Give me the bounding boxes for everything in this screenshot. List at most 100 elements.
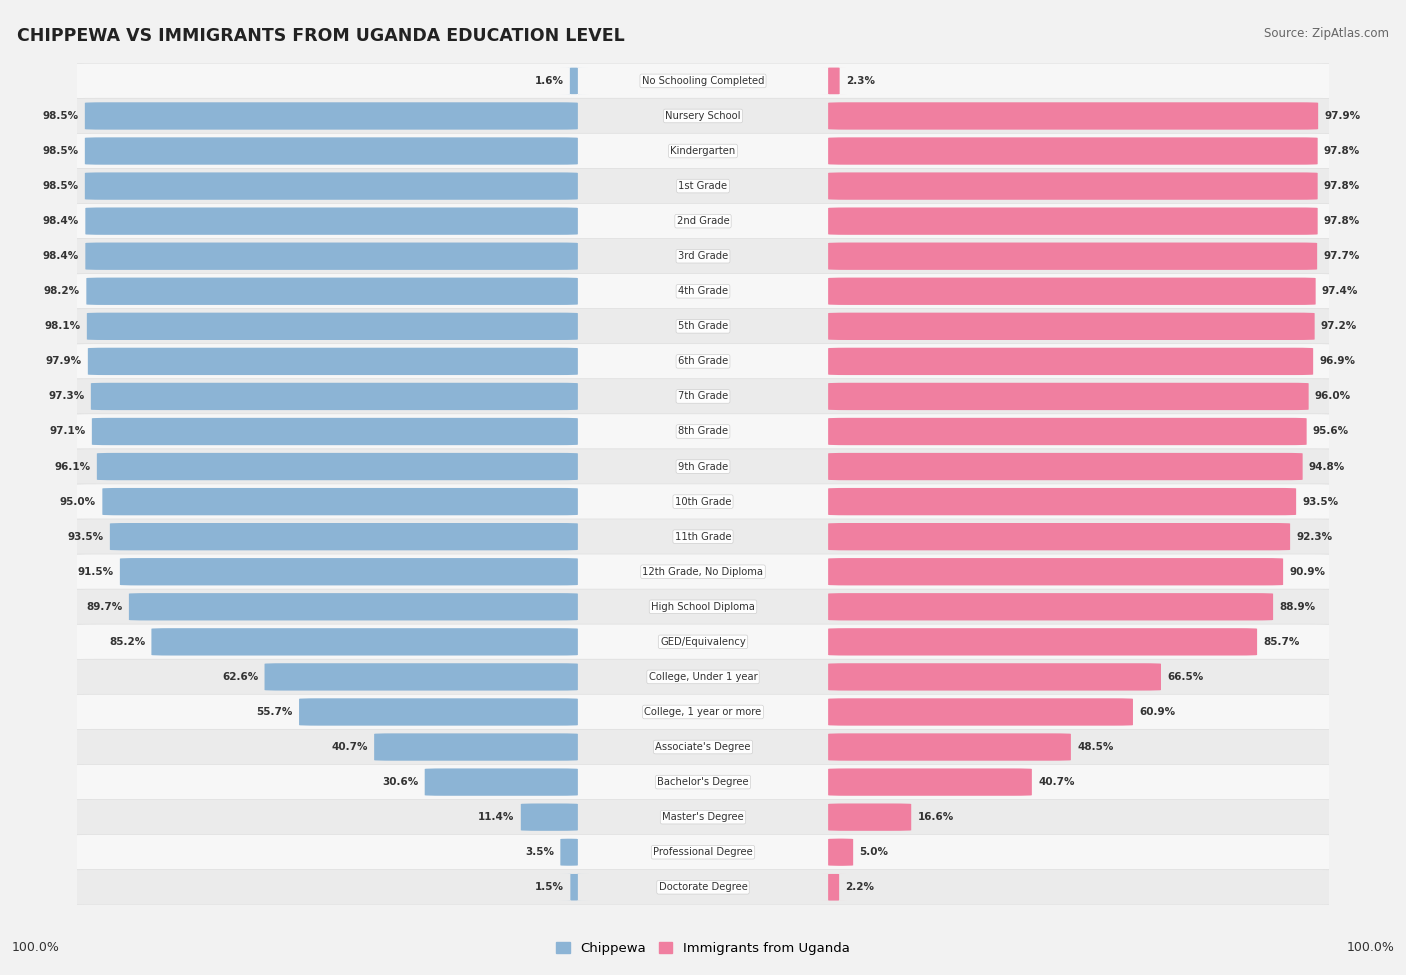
FancyBboxPatch shape	[72, 694, 1334, 729]
FancyBboxPatch shape	[828, 523, 1291, 550]
FancyBboxPatch shape	[86, 278, 578, 305]
Text: 97.3%: 97.3%	[48, 391, 84, 402]
FancyBboxPatch shape	[91, 383, 578, 410]
Text: 2.3%: 2.3%	[846, 76, 875, 86]
Text: Professional Degree: Professional Degree	[654, 847, 752, 857]
Text: College, Under 1 year: College, Under 1 year	[648, 672, 758, 682]
FancyBboxPatch shape	[828, 628, 1257, 655]
FancyBboxPatch shape	[72, 835, 1334, 870]
FancyBboxPatch shape	[86, 243, 578, 270]
Text: 3.5%: 3.5%	[524, 847, 554, 857]
Text: 16.6%: 16.6%	[918, 812, 953, 822]
FancyBboxPatch shape	[152, 628, 578, 655]
Text: 66.5%: 66.5%	[1167, 672, 1204, 682]
FancyBboxPatch shape	[72, 239, 1334, 274]
Text: 5.0%: 5.0%	[859, 847, 889, 857]
Text: 97.4%: 97.4%	[1322, 287, 1358, 296]
FancyBboxPatch shape	[828, 663, 1161, 690]
FancyBboxPatch shape	[72, 800, 1334, 835]
FancyBboxPatch shape	[84, 102, 578, 130]
FancyBboxPatch shape	[828, 383, 1309, 410]
Text: 98.2%: 98.2%	[44, 287, 80, 296]
Text: High School Diploma: High School Diploma	[651, 602, 755, 611]
FancyBboxPatch shape	[84, 137, 578, 165]
Text: 11.4%: 11.4%	[478, 812, 515, 822]
FancyBboxPatch shape	[72, 729, 1334, 764]
FancyBboxPatch shape	[828, 558, 1284, 585]
FancyBboxPatch shape	[72, 870, 1334, 905]
Text: 100.0%: 100.0%	[1347, 941, 1395, 955]
FancyBboxPatch shape	[120, 558, 578, 585]
FancyBboxPatch shape	[560, 874, 589, 901]
Text: 40.7%: 40.7%	[332, 742, 368, 752]
Text: 10th Grade: 10th Grade	[675, 496, 731, 507]
Text: Kindergarten: Kindergarten	[671, 146, 735, 156]
Text: Nursery School: Nursery School	[665, 111, 741, 121]
Legend: Chippewa, Immigrants from Uganda: Chippewa, Immigrants from Uganda	[551, 937, 855, 960]
Text: 94.8%: 94.8%	[1309, 461, 1346, 472]
FancyBboxPatch shape	[299, 698, 578, 725]
FancyBboxPatch shape	[72, 659, 1334, 694]
FancyBboxPatch shape	[91, 418, 578, 446]
FancyBboxPatch shape	[72, 134, 1334, 169]
FancyBboxPatch shape	[828, 102, 1319, 130]
FancyBboxPatch shape	[828, 313, 1315, 340]
Text: 5th Grade: 5th Grade	[678, 322, 728, 332]
Text: 1st Grade: 1st Grade	[679, 181, 727, 191]
FancyBboxPatch shape	[828, 838, 853, 866]
Text: 62.6%: 62.6%	[222, 672, 259, 682]
Text: 97.8%: 97.8%	[1324, 181, 1360, 191]
Text: 89.7%: 89.7%	[86, 602, 122, 611]
FancyBboxPatch shape	[72, 274, 1334, 309]
FancyBboxPatch shape	[97, 452, 578, 481]
Text: 88.9%: 88.9%	[1279, 602, 1316, 611]
Text: Source: ZipAtlas.com: Source: ZipAtlas.com	[1264, 27, 1389, 40]
Text: 100.0%: 100.0%	[11, 941, 59, 955]
FancyBboxPatch shape	[821, 67, 846, 95]
FancyBboxPatch shape	[72, 589, 1334, 625]
Text: 93.5%: 93.5%	[1302, 496, 1339, 507]
FancyBboxPatch shape	[425, 768, 578, 796]
Text: Bachelor's Degree: Bachelor's Degree	[657, 777, 749, 787]
Text: 95.6%: 95.6%	[1313, 426, 1348, 437]
Text: 98.5%: 98.5%	[42, 146, 79, 156]
FancyBboxPatch shape	[72, 204, 1334, 239]
Text: 96.9%: 96.9%	[1319, 357, 1355, 367]
Text: 4th Grade: 4th Grade	[678, 287, 728, 296]
Text: 97.8%: 97.8%	[1324, 216, 1360, 226]
Text: College, 1 year or more: College, 1 year or more	[644, 707, 762, 717]
FancyBboxPatch shape	[828, 593, 1272, 620]
Text: CHIPPEWA VS IMMIGRANTS FROM UGANDA EDUCATION LEVEL: CHIPPEWA VS IMMIGRANTS FROM UGANDA EDUCA…	[17, 27, 624, 45]
FancyBboxPatch shape	[72, 309, 1334, 344]
Text: 2.2%: 2.2%	[845, 882, 875, 892]
FancyBboxPatch shape	[84, 173, 578, 200]
FancyBboxPatch shape	[72, 624, 1334, 659]
Text: 97.7%: 97.7%	[1323, 252, 1360, 261]
FancyBboxPatch shape	[374, 733, 578, 761]
FancyBboxPatch shape	[828, 768, 1032, 796]
Text: Associate's Degree: Associate's Degree	[655, 742, 751, 752]
Text: 98.1%: 98.1%	[45, 322, 80, 332]
Text: 30.6%: 30.6%	[382, 777, 419, 787]
Text: 40.7%: 40.7%	[1038, 777, 1074, 787]
Text: 12th Grade, No Diploma: 12th Grade, No Diploma	[643, 566, 763, 577]
Text: 85.7%: 85.7%	[1264, 637, 1299, 646]
FancyBboxPatch shape	[72, 764, 1334, 799]
FancyBboxPatch shape	[72, 554, 1334, 590]
Text: 85.2%: 85.2%	[108, 637, 145, 646]
Text: 95.0%: 95.0%	[60, 496, 96, 507]
FancyBboxPatch shape	[828, 137, 1317, 165]
FancyBboxPatch shape	[828, 733, 1071, 761]
FancyBboxPatch shape	[72, 378, 1334, 414]
FancyBboxPatch shape	[828, 243, 1317, 270]
Text: 11th Grade: 11th Grade	[675, 531, 731, 542]
FancyBboxPatch shape	[87, 313, 578, 340]
Text: 7th Grade: 7th Grade	[678, 391, 728, 402]
FancyBboxPatch shape	[72, 343, 1334, 379]
Text: Doctorate Degree: Doctorate Degree	[658, 882, 748, 892]
FancyBboxPatch shape	[828, 418, 1306, 446]
FancyBboxPatch shape	[129, 593, 578, 620]
FancyBboxPatch shape	[72, 519, 1334, 555]
FancyBboxPatch shape	[72, 63, 1334, 98]
FancyBboxPatch shape	[828, 278, 1316, 305]
